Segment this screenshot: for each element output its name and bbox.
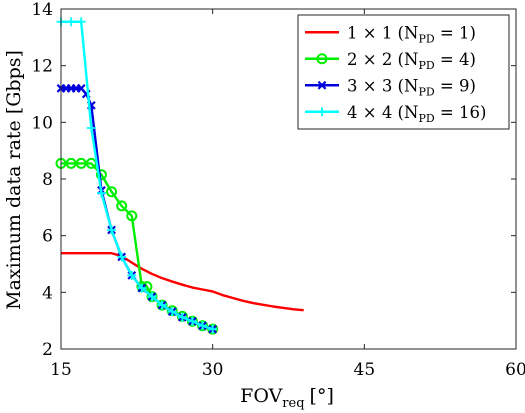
data-point-marker	[76, 17, 86, 27]
series-line	[61, 87, 214, 331]
legend: 1 × 1 (NPD = 1) 2 × 2 (NPD = 4) 3 × 3 (NPD…	[297, 14, 510, 130]
data-point-marker	[157, 300, 167, 310]
data-point-marker	[95, 169, 107, 181]
data-point-marker	[117, 252, 127, 262]
series-2	[55, 157, 219, 335]
data-point-marker	[198, 321, 208, 331]
y-tick-label: 12	[31, 57, 53, 77]
series-1	[61, 252, 304, 312]
y-axis-label: Maximum data rate [Gbps]	[3, 50, 25, 310]
series-line	[61, 252, 304, 312]
x-axis-label: FOVreq [°]	[240, 385, 334, 411]
data-point-marker	[127, 270, 137, 280]
legend-label: 4 × 4 (NPD = 16)	[347, 103, 486, 125]
data-point-marker	[137, 283, 147, 293]
x-tick-label: 15	[50, 360, 72, 380]
x-tick-label: 45	[354, 360, 376, 380]
data-point-marker	[167, 307, 177, 317]
data-point-marker	[147, 292, 157, 302]
legend-marker	[316, 53, 328, 65]
plot-series	[55, 17, 304, 335]
legend-marker	[317, 107, 327, 117]
legend-marker	[317, 80, 327, 90]
axis-ticks: 15 30 45 60 2 4 6 8 10 12 14	[31, 0, 525, 380]
data-point-marker	[66, 17, 76, 27]
series-3	[56, 83, 218, 334]
y-tick-label: 14	[31, 0, 53, 20]
data-point-marker	[86, 123, 96, 133]
legend-item: 2 × 2 (NPD = 4)	[305, 50, 476, 72]
data-point-marker	[177, 312, 187, 322]
data-point-marker	[126, 210, 138, 222]
x-tick-label: 30	[202, 360, 224, 380]
data-point-marker	[116, 200, 128, 212]
y-tick-label: 6	[42, 227, 53, 247]
legend-item: 3 × 3 (NPD = 9)	[305, 76, 476, 98]
y-tick-label: 2	[42, 340, 53, 360]
legend-label: 3 × 3 (NPD = 9)	[347, 76, 476, 98]
y-tick-label: 8	[42, 170, 53, 190]
legend-box	[297, 14, 510, 130]
legend-item: 4 × 4 (NPD = 16)	[305, 103, 486, 125]
legend-label: 1 × 1 (NPD = 1)	[347, 23, 476, 45]
data-point-marker	[65, 157, 77, 169]
series-line	[61, 162, 214, 331]
data-point-marker	[187, 316, 197, 326]
data-point-marker	[106, 186, 118, 198]
data-point-marker	[75, 157, 87, 169]
legend-label: 2 × 2 (NPD = 4)	[347, 50, 476, 72]
data-point-marker	[208, 324, 218, 334]
y-tick-label: 10	[31, 113, 53, 133]
x-tick-label: 60	[505, 360, 525, 380]
series-4	[56, 17, 218, 334]
data-point-marker	[96, 188, 106, 198]
data-point-marker	[107, 225, 117, 235]
y-tick-label: 4	[42, 283, 53, 303]
legend-item: 1 × 1 (NPD = 1)	[305, 23, 476, 45]
series-line	[61, 20, 214, 331]
